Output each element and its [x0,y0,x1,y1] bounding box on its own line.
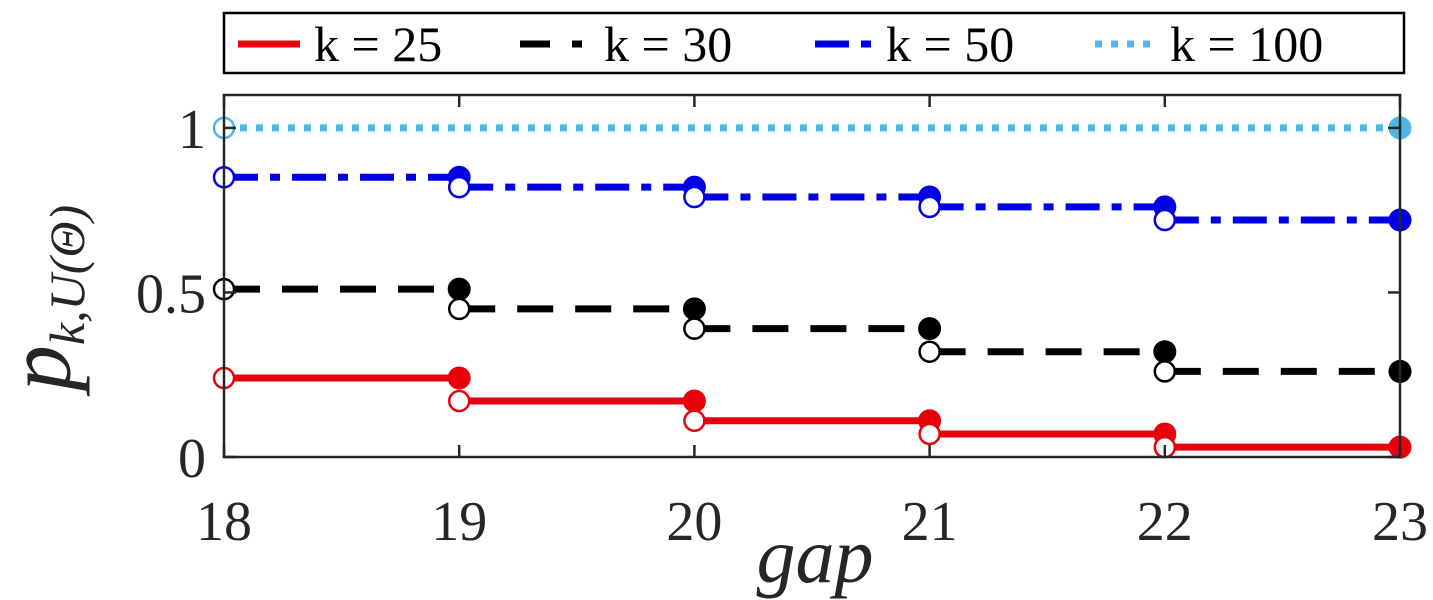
series-2-open-marker [1153,360,1177,383]
series-2-closed-marker [1153,340,1177,364]
plot-frame [222,93,1402,459]
series-2-open-marker [447,297,471,321]
series-2 [212,277,1412,383]
series-2-closed-marker [447,277,471,301]
series-3-open-marker [918,195,941,219]
y-tick-label: 0 [178,428,206,490]
series-1-open-marker [683,409,706,433]
series-4 [212,116,1412,140]
series-2-open-marker [918,340,941,363]
x-tick-label: 22 [1137,491,1193,553]
series-2-closed-marker [918,317,942,341]
series-1-closed-marker [682,389,706,413]
series-1-open-marker [447,389,471,413]
series-2-open-marker [683,317,706,340]
series-3-open-marker [683,185,706,209]
series-1-open-marker [918,422,941,446]
series-1 [212,366,1412,459]
series-3-open-marker [447,175,471,199]
legend: k = 25 k = 30 k = 50 k = 100 [222,11,1406,75]
axis-titles: gap pk,U(Θ) [0,205,874,599]
x-tick-label: 21 [902,491,958,553]
series-1-closed-marker [447,366,471,390]
legend-box [222,11,1406,75]
series-2-closed-marker [682,297,706,321]
y-axis-title-sub: k,U(Θ) [39,205,95,345]
axes: 18 19 20 21 22 23 0 0.5 1 [136,93,1428,553]
x-tick-label: 19 [431,491,487,553]
legend-label-3: k = 50 [886,16,1014,72]
y-tick-label: 1 [178,99,206,161]
x-tick-label: 23 [1372,491,1428,553]
legend-label-1: k = 25 [314,16,442,72]
legend-label-2: k = 30 [604,16,732,72]
series-3 [212,165,1412,232]
x-tick-label: 20 [666,491,722,553]
x-tick-label: 18 [196,491,252,553]
y-axis-title: pk,U(Θ) [0,205,95,397]
plot-area [212,116,1412,459]
y-axis-title-main: p [0,345,90,397]
x-axis-title: gap [757,512,874,599]
legend-label-4: k = 100 [1170,16,1323,72]
series-3-open-marker [1153,208,1177,232]
y-tick-label: 0.5 [136,263,206,325]
